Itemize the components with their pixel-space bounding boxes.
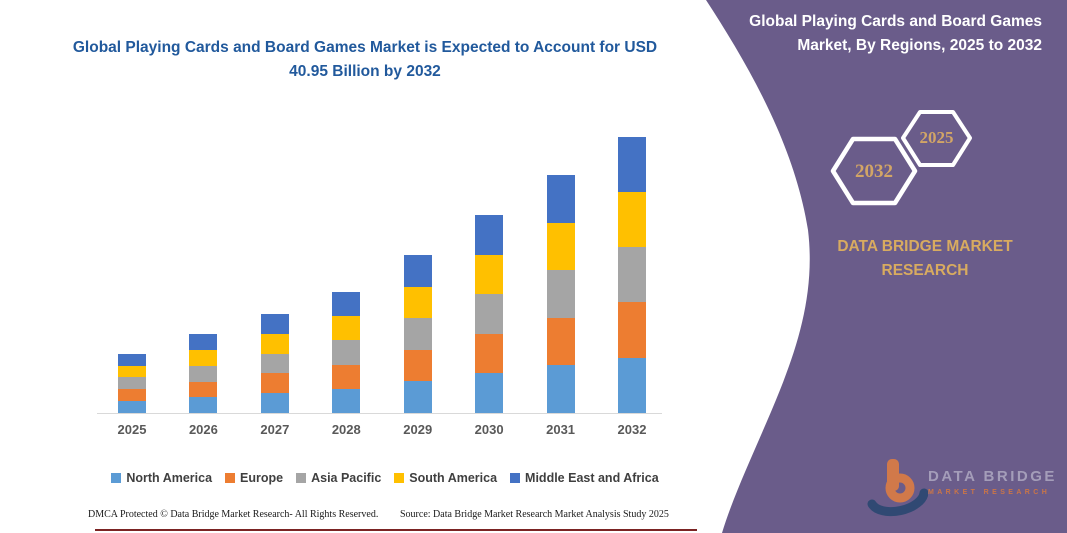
segment-asia-pacific	[260, 353, 289, 374]
x-label-2029: 2029	[403, 422, 433, 437]
dbmr-logo-line1: DATA BRIDGE	[928, 468, 1057, 485]
legend: North America Europe Asia Pacific South Ame…	[10, 471, 760, 485]
segment-middle-east-and-africa	[475, 215, 504, 255]
segment-south-america	[189, 350, 218, 366]
segment-europe	[189, 381, 218, 398]
brand-text-line2: RESEARCH	[881, 262, 969, 279]
dbmr-logo-text: DATA BRIDGE MARKET RESEARCH	[928, 468, 1057, 496]
legend-item-south-america: South America	[394, 471, 497, 485]
segment-asia-pacific	[403, 318, 432, 350]
legend-item-asia-pacific: Asia Pacific	[296, 471, 381, 485]
segment-middle-east-and-africa	[618, 136, 646, 192]
segment-south-america	[546, 222, 575, 271]
legend-item-north-america: North America	[111, 471, 212, 485]
segment-middle-east-and-africa	[260, 314, 289, 334]
segment-middle-east-and-africa	[118, 353, 146, 366]
segment-north-america	[189, 397, 218, 413]
legend-swatch-icon	[225, 473, 236, 483]
brand-text: DATA BRIDGE MARKET RESEARCH	[795, 235, 1055, 283]
legend-item-middle-east-and-africa: Middle East and Africa	[510, 471, 659, 485]
side-panel-shape	[706, 0, 1067, 533]
x-label-2026: 2026	[188, 422, 218, 437]
segment-north-america	[618, 357, 646, 413]
hexagon-2025-label: 2025	[919, 128, 954, 147]
dbmr-logo-line2: MARKET RESEARCH	[928, 489, 1051, 496]
segment-south-america	[618, 191, 646, 248]
bar-2032	[618, 136, 646, 413]
segment-south-america	[403, 286, 432, 319]
segment-europe	[260, 373, 289, 394]
segment-north-america	[118, 401, 146, 413]
x-label-2030: 2030	[474, 422, 504, 437]
bar-2031	[546, 175, 575, 413]
legend-swatch-icon	[510, 473, 521, 483]
bottom-divider	[95, 529, 697, 531]
segment-asia-pacific	[475, 294, 504, 334]
legend-label: Asia Pacific	[311, 471, 382, 485]
x-label-2032: 2032	[617, 422, 647, 437]
dbmr-logo: DATA BRIDGE MARKET RESEARCH	[866, 456, 1067, 522]
hexagon-2032-label: 2032	[855, 161, 893, 182]
panel-heading: Global Playing Cards and Board Games Mar…	[749, 13, 1042, 54]
x-axis: 2025 2026 2027 2028 2029 2030 2031 2032	[97, 422, 662, 442]
x-label-2025: 2025	[117, 422, 147, 437]
segment-south-america	[332, 316, 361, 341]
x-label-2027: 2027	[260, 422, 290, 437]
bar-2028	[332, 292, 361, 413]
segment-north-america	[260, 393, 289, 413]
source-note: Source: Data Bridge Market Research Mark…	[400, 509, 669, 520]
plot-area	[97, 118, 662, 414]
segment-north-america	[475, 373, 504, 413]
segment-north-america	[403, 381, 432, 413]
brand-text-line1: DATA BRIDGE MARKET	[837, 238, 1013, 255]
legend-swatch-icon	[394, 473, 405, 483]
legend-label: South America	[409, 471, 498, 485]
chart-title: Global Playing Cards and Board Games Mar…	[72, 39, 658, 80]
segment-asia-pacific	[118, 377, 146, 390]
segment-south-america	[475, 254, 504, 295]
segment-europe	[118, 389, 146, 402]
legend-label: Europe	[240, 471, 284, 485]
segment-south-america	[260, 333, 289, 354]
hexagon-2032-icon	[830, 136, 918, 206]
legend-item-europe: Europe	[225, 471, 283, 485]
bar-2025	[118, 353, 146, 413]
segment-north-america	[546, 365, 575, 413]
segment-europe	[618, 302, 646, 358]
segment-europe	[403, 349, 432, 382]
legend-swatch-icon	[111, 473, 122, 483]
segment-europe	[332, 364, 361, 389]
legend-label: Middle East and Africa	[525, 471, 659, 485]
bar-2030	[475, 215, 504, 413]
dbmr-logo-icon	[867, 459, 928, 517]
segment-asia-pacific	[332, 340, 361, 365]
segment-middle-east-and-africa	[189, 334, 218, 351]
bar-2027	[260, 314, 289, 413]
segment-asia-pacific	[546, 270, 575, 318]
segment-middle-east-and-africa	[546, 175, 575, 223]
segment-europe	[546, 317, 575, 366]
hexagon-2025-icon	[901, 110, 972, 167]
segment-south-america	[118, 365, 146, 378]
legend-swatch-icon	[296, 473, 307, 483]
segment-middle-east-and-africa	[332, 292, 361, 317]
segment-north-america	[332, 388, 361, 413]
purple-panel	[706, 0, 1067, 533]
x-label-2028: 2028	[331, 422, 361, 437]
bar-2026	[189, 334, 218, 413]
segment-europe	[475, 333, 504, 374]
segment-asia-pacific	[189, 365, 218, 382]
segment-asia-pacific	[618, 247, 646, 303]
legend-label: North America	[126, 471, 213, 485]
x-label-2031: 2031	[546, 422, 576, 437]
dmca-notice: DMCA Protected © Data Bridge Market Rese…	[88, 509, 379, 520]
segment-middle-east-and-africa	[403, 255, 432, 287]
bar-2029	[403, 255, 432, 413]
